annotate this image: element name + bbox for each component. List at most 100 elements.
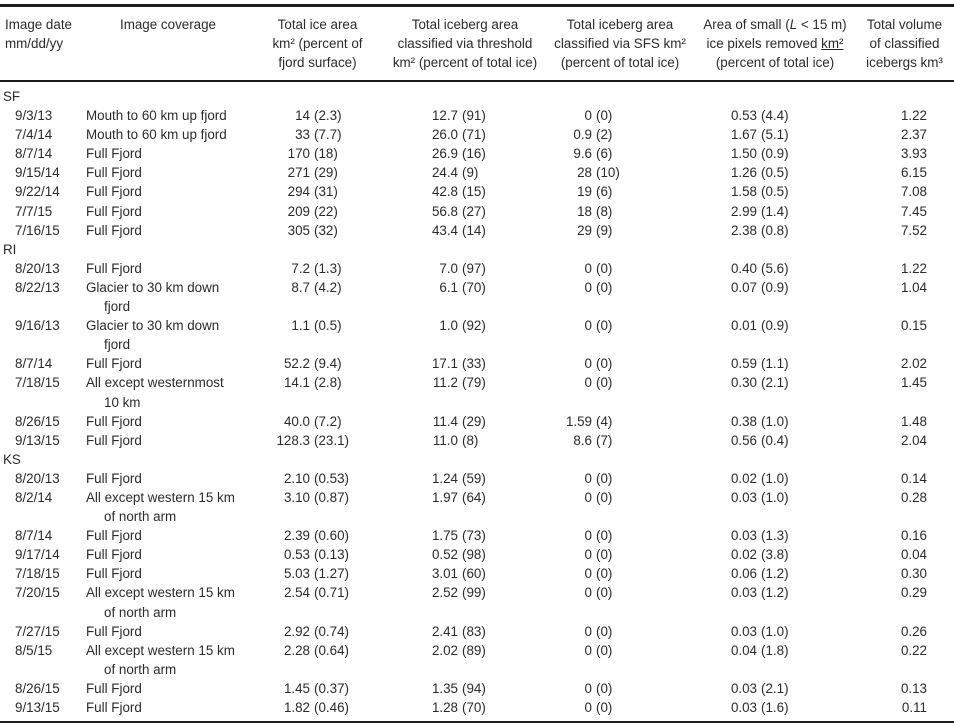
threshold-iceberg-area-percent: (70): [462, 279, 486, 295]
coverage-line: All except westernmost: [86, 375, 224, 391]
image-coverage: Glacier to 30 km down fjord: [86, 278, 250, 316]
table-row: 8/20/13 Full Fjord 2.10 (0.53) 1.24 (59) 0…: [0, 469, 954, 488]
total-ice-area-cell: 2.92 (0.74): [250, 622, 385, 641]
sfs-iceberg-area-cell: 0.9 (2): [545, 125, 695, 144]
small-ice-removed-percent: (0.8): [761, 222, 789, 238]
table-row: 7/4/14 Mouth to 60 km up fjord 33 (7.7) 2…: [0, 125, 954, 144]
total-ice-area-cell: 40.0 (7.2): [250, 412, 385, 431]
threshold-iceberg-area-percent: (14): [462, 222, 486, 238]
coverage-line: Glacier to 30 km down: [86, 318, 220, 334]
small-ice-removed-value: 0.01: [730, 318, 757, 334]
total-volume: 0.26: [900, 623, 927, 639]
sfs-iceberg-area-cell: 18 (8): [545, 202, 695, 221]
small-ice-removed-value: 0.40: [730, 260, 757, 276]
coverage-line: All except western 15 km: [86, 585, 235, 601]
sfs-iceberg-area-cell: 0 (0): [545, 278, 695, 316]
sfs-iceberg-area-percent: (4): [596, 413, 613, 429]
small-ice-removed-percent: (0.5): [761, 184, 789, 200]
sfs-iceberg-area-value: 29: [577, 222, 592, 238]
image-coverage: All except western 15 km of north arm: [86, 488, 250, 526]
total-ice-area-cell: 294 (31): [250, 182, 385, 201]
table-row: 7/27/15 Full Fjord 2.92 (0.74) 2.41 (83) 0…: [0, 622, 954, 641]
threshold-iceberg-area-cell: 2.02 (89): [385, 641, 545, 679]
small-ice-removed-cell: 2.99 (1.4): [695, 202, 855, 221]
total-volume: 0.14: [900, 470, 927, 486]
small-ice-removed-percent: (1.2): [761, 585, 789, 601]
small-ice-removed-percent: (2.1): [761, 375, 789, 391]
small-ice-removed-value: 0.03: [730, 528, 757, 544]
table-row: 9/17/14 Full Fjord 0.53 (0.13) 0.52 (98) 0…: [0, 545, 954, 564]
small-ice-removed-cell: 0.06 (1.2): [695, 564, 855, 583]
image-date: 7/27/15: [15, 623, 60, 639]
small-ice-removed-value: 2.38: [730, 222, 757, 238]
sfs-iceberg-area-value: 0.9: [573, 127, 592, 143]
coverage-line: fjord: [104, 337, 131, 353]
section-row: KS: [0, 450, 954, 469]
threshold-iceberg-area-cell: 43.4 (14): [385, 221, 545, 240]
sfs-iceberg-area-cell: 0 (0): [545, 354, 695, 373]
table-row: 9/13/15 Full Fjord 128.3 (23.1) 11.0 (8) 8…: [0, 431, 954, 450]
total-ice-area-percent: (7.2): [314, 413, 342, 429]
header-line: mm/dd/yy: [5, 36, 64, 51]
small-ice-removed-percent: (3.8): [761, 547, 789, 563]
small-ice-removed-percent: (0.9): [761, 318, 789, 334]
small-ice-removed-value: 1.50: [730, 146, 757, 162]
total-ice-area-cell: 209 (22): [250, 202, 385, 221]
small-ice-removed-value: 0.30: [730, 375, 757, 391]
threshold-iceberg-area-cell: 26.9 (16): [385, 144, 545, 163]
small-ice-removed-value: 0.03: [730, 489, 757, 505]
image-coverage: All except western 15 km of north arm: [86, 583, 250, 621]
sfs-iceberg-area-cell: 0 (0): [545, 526, 695, 545]
total-ice-area-cell: 1.82 (0.46): [250, 698, 385, 722]
threshold-iceberg-area-value: 1.75: [431, 528, 458, 544]
total-volume: 2.04: [900, 432, 927, 448]
sfs-iceberg-area-percent: (0): [596, 260, 613, 276]
underlined-km2: km²: [821, 36, 844, 51]
threshold-iceberg-area-value: 26.9: [431, 146, 458, 162]
threshold-iceberg-area-cell: 11.2 (79): [385, 373, 545, 411]
coverage-line: of north arm: [104, 661, 177, 677]
small-ice-removed-cell: 0.03 (1.0): [695, 488, 855, 526]
total-ice-area-value: 2.39: [283, 528, 310, 544]
threshold-iceberg-area-percent: (27): [462, 203, 486, 219]
section-label: SF: [3, 89, 21, 104]
small-ice-removed-value: 0.02: [730, 547, 757, 563]
image-date: 9/16/13: [15, 318, 60, 334]
total-ice-area-cell: 8.7 (4.2): [250, 278, 385, 316]
sfs-iceberg-area-value: 0: [584, 700, 592, 715]
sfs-iceberg-area-percent: (0): [596, 108, 613, 124]
sfs-iceberg-area-percent: (0): [596, 318, 613, 334]
small-ice-removed-cell: 0.40 (5.6): [695, 259, 855, 278]
sfs-iceberg-area-cell: 19 (6): [545, 182, 695, 201]
header-line: Total volume: [866, 17, 943, 32]
header-line: icebergs km³: [866, 55, 943, 70]
col-header-small-ice-removed: Area of small (L < 15 m) ice pixels remo…: [695, 5, 855, 82]
sfs-iceberg-area-percent: (8): [596, 203, 613, 219]
image-coverage: Full Fjord: [86, 679, 250, 698]
total-ice-area-percent: (4.2): [314, 279, 342, 295]
threshold-iceberg-area-cell: 1.35 (94): [385, 679, 545, 698]
small-ice-removed-cell: 0.03 (2.1): [695, 679, 855, 698]
image-date: 8/2/14: [15, 489, 53, 505]
coverage-line: of north arm: [104, 604, 177, 620]
sfs-iceberg-area-value: 0: [584, 318, 592, 334]
coverage-line: Full Fjord: [86, 203, 142, 219]
total-ice-area-value: 14: [295, 108, 310, 124]
threshold-iceberg-area-value: 2.02: [431, 642, 458, 658]
col-header-total-volume: Total volume of classified icebergs km³: [855, 5, 954, 82]
threshold-iceberg-area-percent: (15): [462, 184, 486, 200]
small-ice-removed-percent: (1.8): [761, 642, 789, 658]
total-ice-area-cell: 5.03 (1.27): [250, 564, 385, 583]
sfs-iceberg-area-percent: (6): [596, 184, 613, 200]
total-ice-area-percent: (0.71): [314, 585, 349, 601]
small-ice-removed-cell: 0.02 (1.0): [695, 469, 855, 488]
header-line: (percent of total ice): [560, 55, 680, 70]
sfs-iceberg-area-cell: 1.59 (4): [545, 412, 695, 431]
threshold-iceberg-area-value: 7.0: [439, 260, 458, 276]
small-ice-removed-percent: (1.4): [761, 203, 789, 219]
threshold-iceberg-area-value: 1.0: [439, 318, 458, 334]
total-ice-area-percent: (0.64): [314, 642, 349, 658]
table-row: 7/7/15 Full Fjord 209 (22) 56.8 (27) 18 (8)…: [0, 202, 954, 221]
image-date: 8/26/15: [15, 680, 60, 696]
